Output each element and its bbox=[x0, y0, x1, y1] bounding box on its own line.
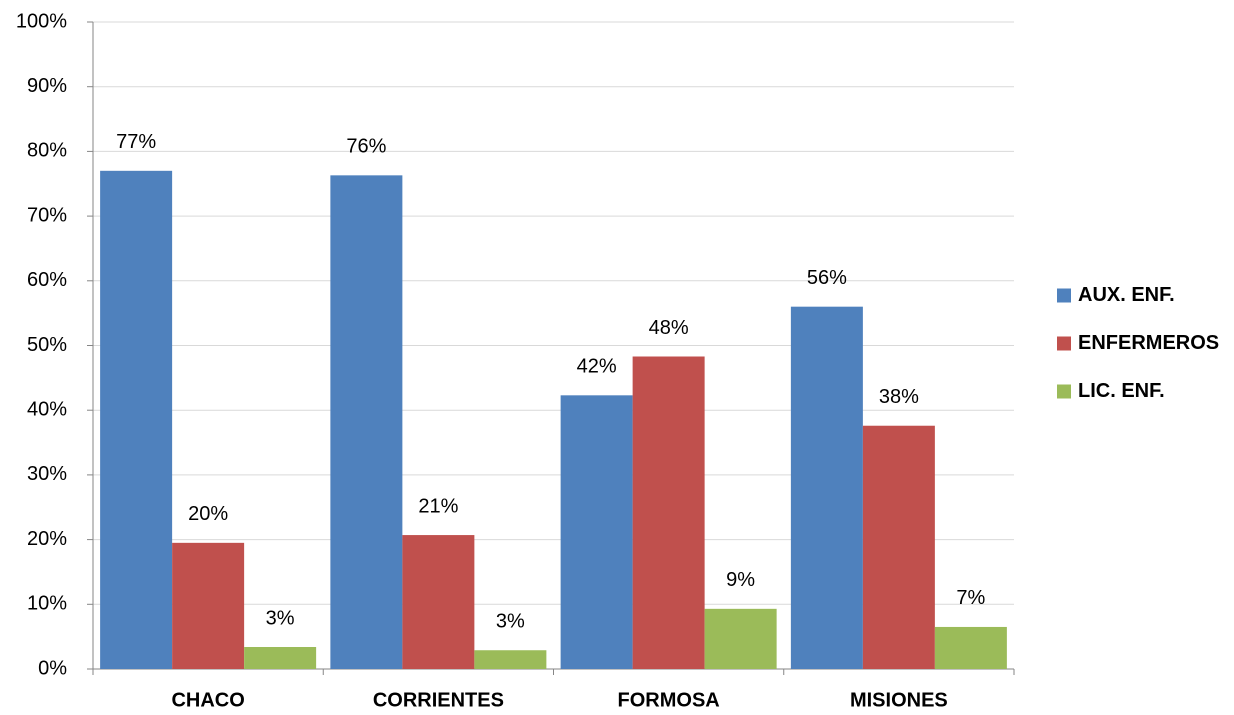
bar bbox=[244, 647, 317, 669]
bar bbox=[790, 306, 863, 669]
bar bbox=[934, 626, 1007, 669]
y-tick-label: 0% bbox=[38, 657, 67, 679]
y-tick-label: 40% bbox=[27, 398, 67, 420]
bar bbox=[474, 650, 547, 669]
value-label: 42% bbox=[577, 356, 617, 378]
bar bbox=[402, 535, 475, 669]
value-label: 38% bbox=[879, 386, 919, 408]
x-tick-label: FORMOSA bbox=[618, 689, 720, 711]
y-tick-label: 100% bbox=[16, 10, 67, 32]
y-tick-label: 10% bbox=[27, 593, 67, 615]
legend-label: ENFERMEROS bbox=[1078, 332, 1219, 354]
value-label: 3% bbox=[266, 607, 295, 629]
y-tick-label: 70% bbox=[27, 204, 67, 226]
bar bbox=[330, 175, 403, 670]
bar bbox=[100, 170, 173, 669]
value-label: 7% bbox=[956, 587, 985, 609]
bar bbox=[632, 356, 705, 669]
legend-label: AUX. ENF. bbox=[1078, 284, 1175, 306]
x-tick-label: CHACO bbox=[171, 689, 244, 711]
value-label: 76% bbox=[346, 136, 386, 158]
legend-label: LIC. ENF. bbox=[1078, 380, 1165, 402]
bar bbox=[172, 542, 245, 669]
y-tick-label: 90% bbox=[27, 75, 67, 97]
value-label: 77% bbox=[116, 131, 156, 153]
x-tick-label: CORRIENTES bbox=[373, 689, 504, 711]
bar bbox=[704, 608, 777, 669]
value-label: 20% bbox=[188, 503, 228, 525]
value-label: 48% bbox=[649, 317, 689, 339]
value-label: 56% bbox=[807, 267, 847, 289]
bar bbox=[560, 395, 633, 669]
y-tick-label: 30% bbox=[27, 463, 67, 485]
value-label: 21% bbox=[418, 495, 458, 517]
legend-swatch bbox=[1057, 384, 1071, 399]
value-label: 9% bbox=[726, 569, 755, 591]
y-tick-label: 60% bbox=[27, 269, 67, 291]
value-label: 3% bbox=[496, 611, 525, 633]
legend-swatch bbox=[1057, 288, 1071, 303]
x-tick-label: MISIONES bbox=[850, 689, 948, 711]
y-tick-label: 20% bbox=[27, 528, 67, 550]
legend-swatch bbox=[1057, 336, 1071, 351]
bar bbox=[862, 425, 935, 669]
y-tick-label: 80% bbox=[27, 140, 67, 162]
y-tick-label: 50% bbox=[27, 334, 67, 356]
